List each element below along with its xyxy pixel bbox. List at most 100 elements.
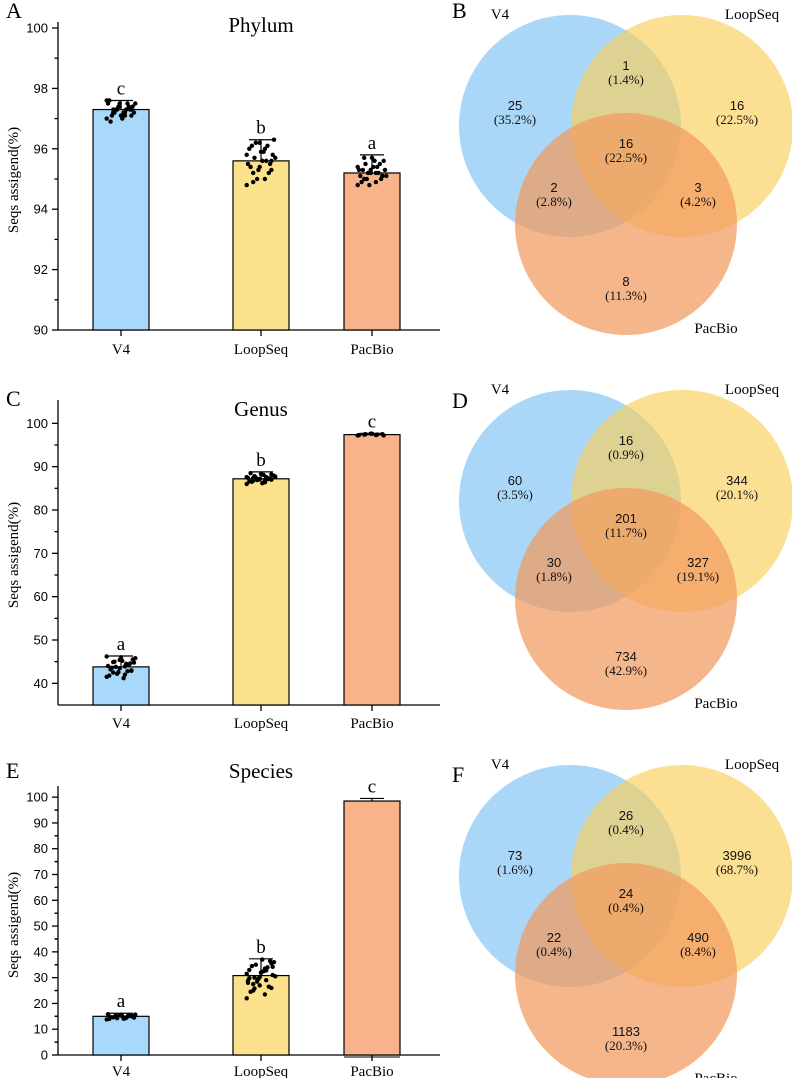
chart-title: Phylum bbox=[228, 13, 293, 37]
data-point bbox=[369, 155, 375, 161]
venn-panel-f: FV4LoopSeqPacBio73(1.6%)3996(68.7%)1183(… bbox=[452, 757, 792, 1078]
data-point bbox=[256, 167, 261, 173]
data-point bbox=[267, 476, 273, 481]
data-point bbox=[375, 164, 380, 170]
y-tick-label: 96 bbox=[34, 141, 48, 156]
y-tick-label: 10 bbox=[34, 1022, 48, 1037]
data-point bbox=[273, 155, 278, 161]
data-point bbox=[249, 963, 255, 969]
bar-loopseq bbox=[232, 974, 290, 1056]
venn-region-count-loopseq-pacbio: 327 bbox=[687, 555, 709, 570]
significance-letter: b bbox=[256, 937, 266, 958]
venn-region-count-loopseq-only: 344 bbox=[726, 473, 748, 488]
venn-region-count-v4-pacbio: 2 bbox=[550, 180, 557, 195]
data-point bbox=[248, 164, 253, 170]
bar-v4 bbox=[92, 1015, 150, 1056]
data-point bbox=[265, 143, 270, 148]
panel-label-e: E bbox=[6, 758, 19, 783]
data-point bbox=[375, 432, 380, 437]
y-tick-label: 50 bbox=[34, 919, 48, 934]
y-tick-label: 0 bbox=[41, 1048, 48, 1063]
data-point bbox=[249, 143, 255, 148]
data-point bbox=[111, 107, 116, 112]
y-axis-label: Seqs assigend(%) bbox=[6, 502, 22, 608]
venn-set-label-pacbio: PacBio bbox=[694, 696, 737, 712]
data-point bbox=[249, 479, 255, 485]
data-point bbox=[109, 113, 115, 118]
data-point bbox=[129, 113, 134, 118]
y-tick-label: 100 bbox=[26, 416, 48, 431]
bar-panel-c: C Genus Seqs assigend(%) 40 50 60 70 80 90 100 V4 L… bbox=[6, 386, 440, 732]
x-category-label: V4 bbox=[112, 716, 131, 732]
data-point bbox=[121, 675, 126, 681]
venn-region-count-all: 24 bbox=[619, 886, 633, 901]
data-point bbox=[248, 989, 253, 995]
data-point bbox=[114, 1015, 120, 1021]
panel-label-d: D bbox=[452, 388, 468, 413]
venn-region-count-v4-pacbio: 30 bbox=[547, 555, 561, 570]
venn-region-pct-v4-loopseq: (0.9%) bbox=[608, 447, 644, 462]
data-point bbox=[109, 665, 115, 670]
data-point bbox=[273, 974, 278, 979]
y-tick-label: 20 bbox=[34, 996, 48, 1011]
data-point bbox=[125, 669, 130, 674]
bar-loopseq bbox=[232, 160, 290, 331]
data-point bbox=[251, 170, 256, 176]
data-point bbox=[260, 158, 265, 164]
significance-letter: a bbox=[117, 991, 126, 1012]
venn-set-label-pacbio: PacBio bbox=[694, 321, 737, 337]
venn-region-pct-loopseq-pacbio: (19.1%) bbox=[677, 569, 719, 584]
venn-region-pct-all: (0.4%) bbox=[608, 900, 644, 915]
venn-region-count-v4-only: 73 bbox=[508, 848, 522, 863]
data-point bbox=[253, 962, 258, 967]
venn-region-pct-v4-only: (3.5%) bbox=[497, 487, 533, 502]
data-point bbox=[111, 670, 116, 675]
data-point bbox=[131, 110, 137, 115]
data-point bbox=[382, 167, 388, 173]
data-point bbox=[251, 179, 256, 185]
data-point bbox=[384, 173, 389, 179]
data-point bbox=[104, 116, 109, 121]
venn-diagram-panels: B V4 LoopSeqPacBio25(35.2%)16(22.5%)8(11.3… bbox=[452, 0, 792, 1078]
data-point bbox=[264, 978, 269, 983]
data-point bbox=[247, 975, 252, 981]
venn-region-count-loopseq-pacbio: 3 bbox=[694, 180, 701, 195]
bar-loopseq bbox=[232, 478, 290, 706]
venn-region-count-pacbio-only: 8 bbox=[622, 274, 629, 289]
data-point bbox=[367, 182, 372, 188]
bar-pacbio bbox=[343, 434, 401, 706]
data-point bbox=[266, 170, 271, 176]
x-category-label: LoopSeq bbox=[234, 342, 289, 358]
x-category-label: V4 bbox=[112, 1064, 131, 1078]
data-point bbox=[269, 472, 274, 477]
venn-circle-pacbio bbox=[515, 863, 737, 1078]
data-point bbox=[365, 170, 371, 176]
data-point bbox=[262, 478, 268, 483]
data-point bbox=[133, 656, 138, 661]
data-point bbox=[257, 974, 262, 980]
data-point bbox=[355, 182, 360, 188]
data-point bbox=[126, 1012, 131, 1018]
data-point bbox=[372, 158, 377, 164]
data-point bbox=[270, 152, 275, 158]
data-point bbox=[269, 961, 274, 966]
data-point bbox=[380, 173, 385, 179]
data-point bbox=[127, 107, 133, 112]
y-tick-label: 90 bbox=[34, 815, 48, 830]
data-point bbox=[252, 155, 257, 161]
venn-region-pct-v4-only: (1.6%) bbox=[497, 862, 533, 877]
venn-region-pct-all: (11.7%) bbox=[605, 525, 647, 540]
data-point bbox=[129, 668, 134, 673]
panel-label-f: F bbox=[452, 762, 464, 787]
data-point bbox=[368, 167, 373, 173]
data-point bbox=[105, 1012, 111, 1017]
significance-letter: a bbox=[368, 133, 377, 154]
venn-set-label-loopseq: LoopSeq bbox=[725, 7, 780, 23]
data-point bbox=[104, 98, 109, 103]
venn-region-count-v4-only: 60 bbox=[508, 473, 522, 488]
data-point bbox=[363, 431, 368, 437]
data-point bbox=[117, 657, 122, 663]
data-point bbox=[247, 967, 252, 973]
venn-region-count-v4-loopseq: 26 bbox=[619, 808, 633, 823]
venn-region-pct-v4-only: (35.2%) bbox=[494, 112, 536, 127]
